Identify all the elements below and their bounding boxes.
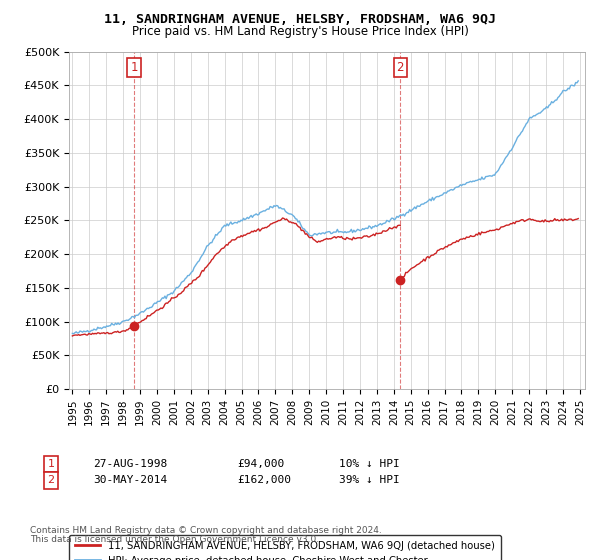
Text: Price paid vs. HM Land Registry's House Price Index (HPI): Price paid vs. HM Land Registry's House … [131,25,469,38]
Text: Contains HM Land Registry data © Crown copyright and database right 2024.: Contains HM Land Registry data © Crown c… [30,526,382,535]
Text: 2: 2 [47,475,55,486]
Text: 1: 1 [47,459,55,469]
Text: 10% ↓ HPI: 10% ↓ HPI [339,459,400,469]
Text: 2: 2 [397,61,404,74]
Text: This data is licensed under the Open Government Licence v3.0.: This data is licensed under the Open Gov… [30,535,319,544]
Text: 27-AUG-1998: 27-AUG-1998 [93,459,167,469]
Legend: 11, SANDRINGHAM AVENUE, HELSBY, FRODSHAM, WA6 9QJ (detached house), HPI: Average: 11, SANDRINGHAM AVENUE, HELSBY, FRODSHAM… [69,535,501,560]
Text: 1: 1 [130,61,138,74]
Text: 30-MAY-2014: 30-MAY-2014 [93,475,167,486]
Text: £94,000: £94,000 [237,459,284,469]
Text: £162,000: £162,000 [237,475,291,486]
Text: 39% ↓ HPI: 39% ↓ HPI [339,475,400,486]
Text: 11, SANDRINGHAM AVENUE, HELSBY, FRODSHAM, WA6 9QJ: 11, SANDRINGHAM AVENUE, HELSBY, FRODSHAM… [104,13,496,26]
